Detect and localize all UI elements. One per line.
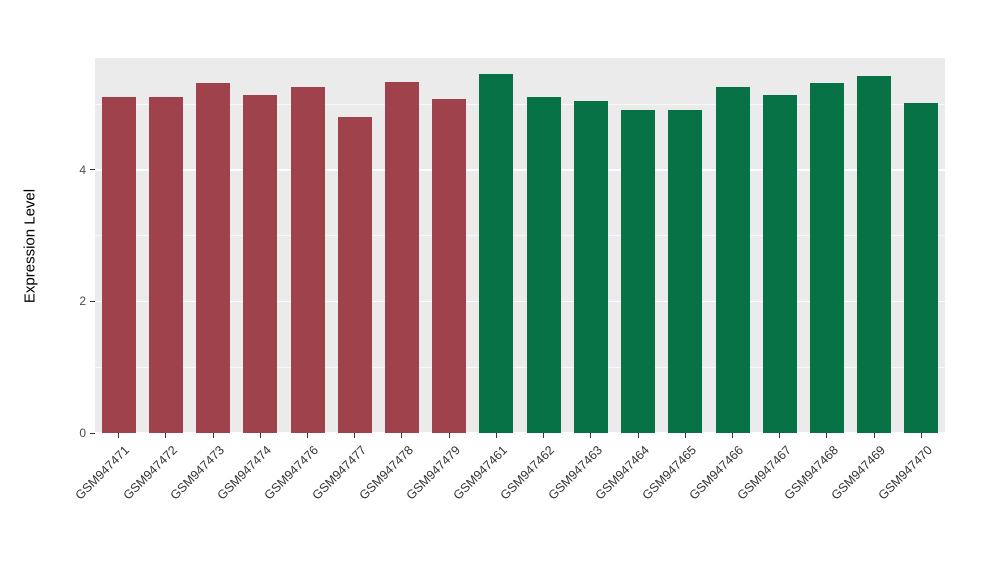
bar <box>337 116 372 433</box>
bar <box>621 109 656 433</box>
x-tick-mark <box>920 433 922 438</box>
x-tick-mark <box>637 433 639 438</box>
bar <box>290 86 325 433</box>
y-tick-label: 2 <box>79 294 86 309</box>
bar <box>762 94 797 433</box>
bar <box>148 96 183 433</box>
major-gridline <box>95 432 945 433</box>
x-tick-mark <box>118 433 120 438</box>
minor-gridline <box>95 366 945 368</box>
bar <box>904 102 939 433</box>
bar <box>668 109 703 433</box>
x-tick-mark <box>873 433 875 438</box>
x-tick-mark <box>590 433 592 438</box>
y-tick-mark <box>90 300 95 302</box>
bar <box>526 97 561 433</box>
x-tick-mark <box>826 433 828 438</box>
bar <box>809 83 844 433</box>
bar <box>196 83 231 433</box>
y-tick-label: 0 <box>79 426 86 440</box>
x-tick-mark <box>354 433 356 438</box>
chart-panel <box>95 58 945 433</box>
x-tick-mark <box>448 433 450 438</box>
major-gridline <box>95 300 945 303</box>
x-tick-mark <box>495 433 497 438</box>
bar <box>857 75 892 433</box>
x-tick-mark <box>165 433 167 438</box>
bar <box>243 94 278 433</box>
minor-gridline <box>95 103 945 105</box>
minor-gridline <box>95 235 945 237</box>
x-tick-mark <box>307 433 308 438</box>
x-tick-mark <box>543 433 545 438</box>
bar <box>101 96 136 433</box>
bar <box>715 86 750 433</box>
x-tick-mark <box>779 433 781 438</box>
x-tick-mark <box>401 433 403 438</box>
x-tick-mark <box>732 433 733 438</box>
y-tick-mark <box>90 169 95 171</box>
y-tick-label: 4 <box>79 162 86 177</box>
x-tick-mark <box>684 433 686 438</box>
major-gridline <box>95 169 945 171</box>
bar <box>479 73 514 433</box>
x-tick-mark <box>259 433 261 438</box>
bar <box>573 100 608 433</box>
bar <box>384 81 419 433</box>
y-axis-title: Expression Level <box>21 188 39 303</box>
x-tick-mark <box>212 433 214 438</box>
y-tick-mark <box>90 432 95 434</box>
bar <box>432 98 467 433</box>
